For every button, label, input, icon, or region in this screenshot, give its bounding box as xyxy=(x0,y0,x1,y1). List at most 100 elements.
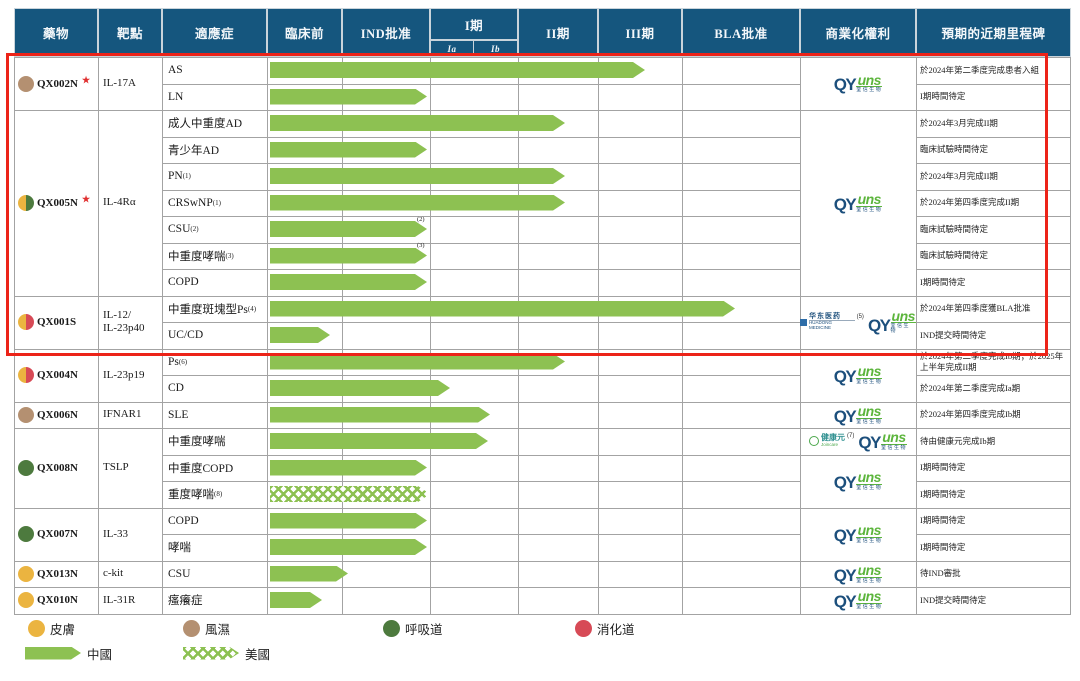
milestone-text: 於2024年3月完成II期 xyxy=(920,117,998,128)
indication-cell: 哮喘 xyxy=(162,534,267,561)
indication-cell: 瘙癢症 xyxy=(162,587,267,614)
pipeline-bar-china xyxy=(270,248,427,264)
milestone-text: I期時間待定 xyxy=(920,488,966,499)
drug-cell: QX010N xyxy=(14,587,98,614)
joincare-logo: 健康元 Joincare (7) xyxy=(809,433,854,448)
china-bar-icon xyxy=(25,647,81,660)
indication-label: CD xyxy=(168,382,184,395)
indication-label: SLE xyxy=(168,408,189,421)
indication-cell: 中重度COPD xyxy=(162,455,267,482)
indication-label: CRSwNP xyxy=(168,196,213,209)
milestone-text: I期時間待定 xyxy=(920,541,966,552)
legend-category-rheum: 風濕 xyxy=(183,616,230,640)
legend-category-skin: 皮膚 xyxy=(28,616,75,640)
commercial-cell: 华东医药 HUADONG MEDICINE (5) QY uns 荃信生物 xyxy=(800,296,916,349)
qyuns-uns-text: uns xyxy=(857,71,882,88)
grid-line xyxy=(162,83,800,85)
grid-line xyxy=(916,136,1071,138)
grid-line xyxy=(1070,57,1071,614)
legend-label: 消化道 xyxy=(597,622,635,637)
column-header-phase1: I期 xyxy=(430,8,518,40)
grid-line xyxy=(14,587,1071,588)
drug-name: QX006N xyxy=(37,408,78,421)
target-cell: IL-17A xyxy=(103,77,136,90)
milestone-text: 於2024年第二季度完成患者入組 xyxy=(920,64,1040,75)
grid-line xyxy=(162,136,800,138)
milestone-text: 於2024年第四季度完成Ib期 xyxy=(920,409,1021,420)
grid-line xyxy=(916,242,1071,244)
grid-line xyxy=(162,534,800,535)
grid-line xyxy=(14,57,15,614)
indication-cell: 中重度斑塊型Ps (4) xyxy=(162,296,267,323)
grid-line xyxy=(916,57,917,614)
column-header-indication: 適應症 xyxy=(162,8,267,57)
indication-label: AS xyxy=(168,64,183,77)
qyuns-qy-text: QY xyxy=(833,472,857,492)
milestone-cell: 於2024年第四季度完成II期 xyxy=(916,190,1071,217)
grid-line xyxy=(14,348,1071,350)
milestone-cell: I期時間待定 xyxy=(916,534,1071,561)
drug-name: QX013N xyxy=(37,567,78,580)
grid-line xyxy=(162,216,800,217)
joincare-subtext: Joincare xyxy=(821,442,839,448)
drug-cell: QX006N xyxy=(14,402,98,429)
indication-cell: COPD xyxy=(162,508,267,535)
pipeline-bar-china xyxy=(270,380,450,396)
column-header-commercial: 商業化權利 xyxy=(800,8,916,57)
target-cell: IL-12/ IL-23p40 xyxy=(103,309,145,334)
huadong-square-icon xyxy=(800,318,807,326)
grid-line xyxy=(162,269,800,270)
footnote-sup: (6) xyxy=(178,357,188,366)
qyuns-uns-text: uns xyxy=(857,469,882,486)
grid-line xyxy=(518,57,519,614)
indication-label: PN xyxy=(168,170,183,183)
milestone-text: IND提交時間待定 xyxy=(920,329,987,340)
qyuns-subtext: 荃信生物 xyxy=(880,444,907,452)
legend-label: 呼吸道 xyxy=(405,622,443,637)
qyuns-uns-text: uns xyxy=(857,402,882,419)
pipeline-bar-china xyxy=(270,513,427,529)
grid-line xyxy=(162,481,800,482)
drug-cell: QX004N xyxy=(14,349,98,402)
qyuns-subtext: 荃信生物 xyxy=(856,603,883,611)
drug-cell: QX001S xyxy=(14,296,98,349)
target-cell: TSLP xyxy=(103,461,129,474)
indication-cell: PN (1) xyxy=(162,163,267,190)
category-dot xyxy=(18,194,34,211)
commercial-cell: QY uns 荃信生物 xyxy=(800,402,916,429)
qyuns-qy-text: QY xyxy=(833,366,857,386)
milestone-text: 待IND審批 xyxy=(920,568,961,579)
qyuns-qy-text: QY xyxy=(833,592,857,612)
legend-region-us: 美國 xyxy=(183,644,270,662)
commercial-cell: QY uns 荃信生物 xyxy=(800,561,916,588)
indication-cell: 重度哮喘 (8) xyxy=(162,481,267,508)
milestone-cell: 於2024年3月完成II期 xyxy=(916,163,1071,190)
pipeline-bar-china xyxy=(270,168,565,184)
milestone-cell: 待由健康元完成Ib期 xyxy=(916,428,1071,455)
commercial-cell: QY uns 荃信生物 xyxy=(800,508,916,561)
qyuns-logo: QY uns 荃信生物 xyxy=(858,431,907,451)
grid-line xyxy=(916,534,1071,535)
grid-line xyxy=(916,83,1071,85)
grid-line xyxy=(162,189,800,191)
milestone-cell: I期時間待定 xyxy=(916,269,1071,296)
qyuns-uns-wrap: uns 荃信生物 xyxy=(856,563,883,584)
pipeline-bar-china xyxy=(270,407,490,423)
indication-label: 重度哮喘 xyxy=(168,489,214,502)
qyuns-qy-text: QY xyxy=(833,525,857,545)
commercial-cell: QY uns 荃信生物 xyxy=(800,349,916,402)
qyuns-logo: QY uns 荃信生物 xyxy=(868,309,916,335)
indication-cell: AS xyxy=(162,57,267,84)
qyuns-qy-text: QY xyxy=(833,406,857,426)
pipeline-bar-china xyxy=(270,592,322,608)
qyuns-uns-wrap: uns 荃信生物 xyxy=(890,309,916,335)
pipeline-bar-china xyxy=(270,433,488,449)
grid-line xyxy=(98,57,99,614)
indication-label: 中重度哮喘 xyxy=(168,250,226,263)
milestone-text: I期時間待定 xyxy=(920,462,966,473)
milestone-text: 待由健康元完成Ib期 xyxy=(920,435,996,446)
qyuns-uns-text: uns xyxy=(882,429,906,446)
milestone-text: 臨床試驗時間待定 xyxy=(920,223,989,234)
indication-label: CSU xyxy=(168,223,191,236)
grid-line xyxy=(14,295,1071,297)
